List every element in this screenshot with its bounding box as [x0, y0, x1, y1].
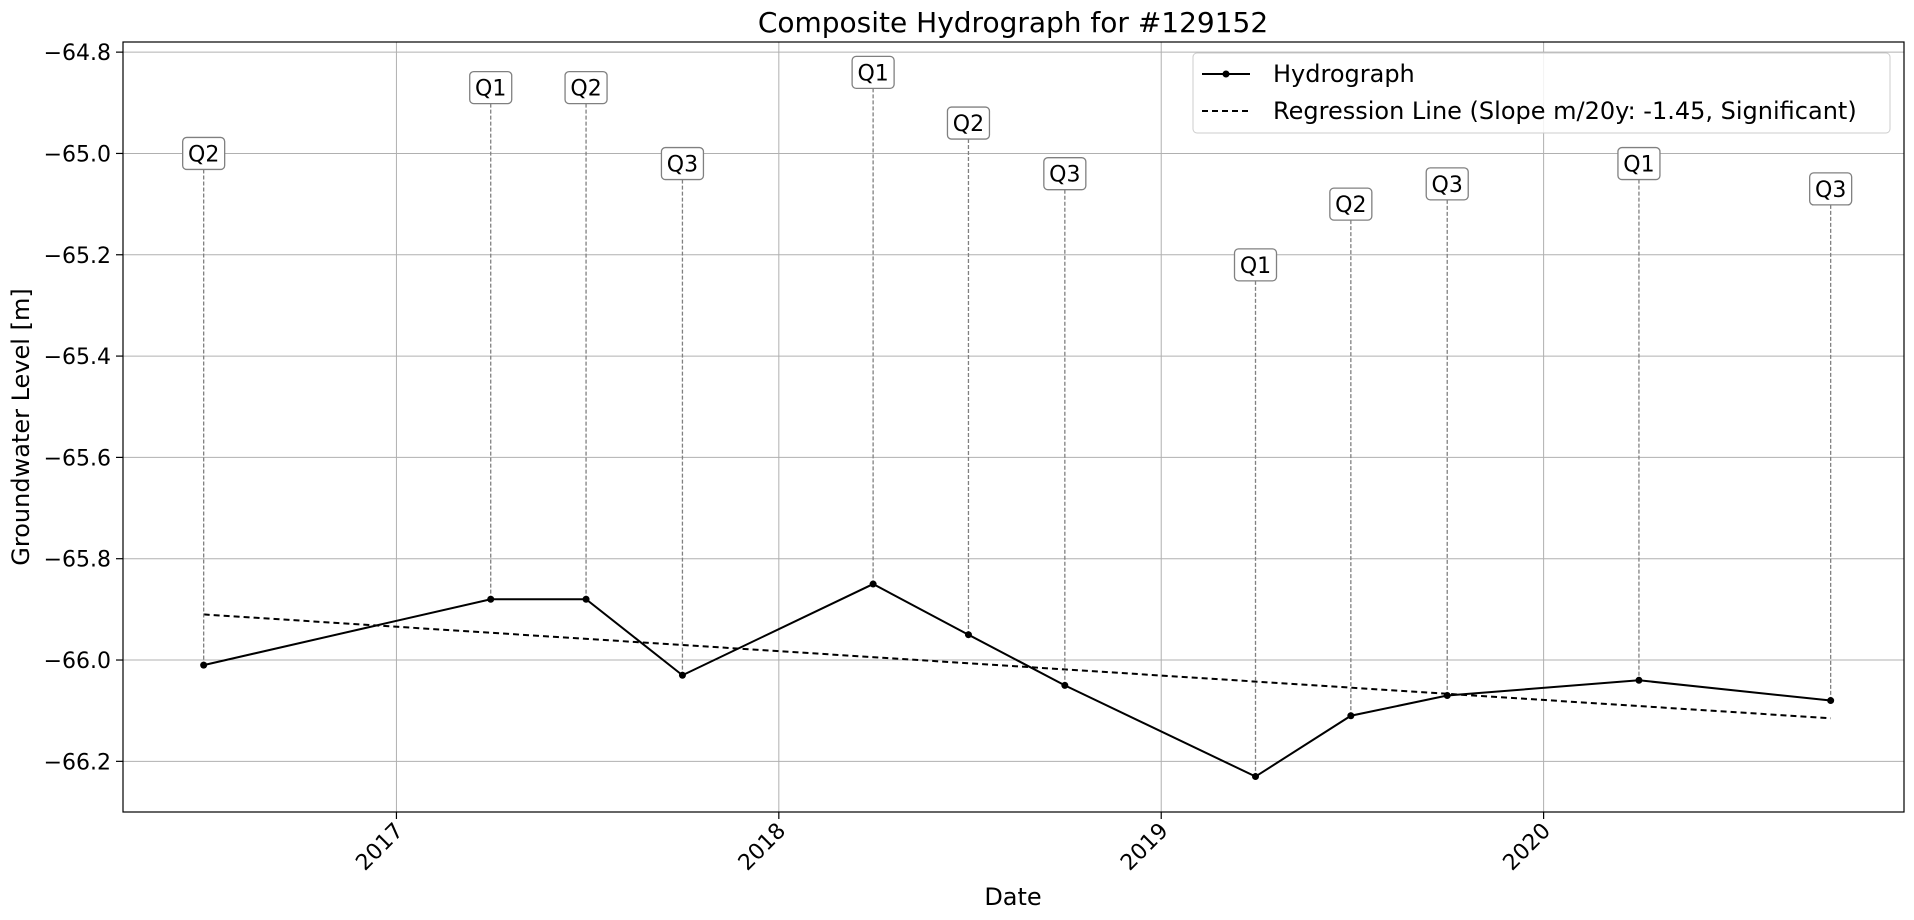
annotation-label: Q2 — [1335, 193, 1366, 218]
legend-hydrograph-marker — [1222, 70, 1230, 78]
annotation-box — [1617, 146, 1661, 181]
x-axis-label: Date — [984, 883, 1041, 911]
hydrograph-point — [1347, 712, 1355, 720]
y-axis-label: Groundwater Level [m] — [7, 288, 35, 565]
legend-regression-label: Regression Line (Slope m/20y: -1.45, Sig… — [1273, 97, 1857, 125]
annotation-label: Q3 — [1815, 178, 1846, 203]
annotation-label: Q2 — [953, 112, 984, 137]
hydrograph-line — [203, 582, 1831, 778]
legend: Hydrograph Regression Line (Slope m/20y:… — [1192, 52, 1891, 134]
y-tick-label: −66.0 — [44, 649, 111, 674]
annotation-label: Q2 — [570, 77, 601, 102]
hydrograph-point — [964, 631, 972, 639]
y-tick-label: −65.4 — [44, 345, 111, 370]
annotation-label: Q3 — [1432, 173, 1463, 198]
regression-line — [203, 613, 1831, 720]
hydrograph-point — [200, 661, 208, 669]
hydrograph-point — [678, 671, 686, 679]
y-tick-label: −65.2 — [44, 244, 111, 269]
hydrograph-point — [1635, 676, 1643, 684]
annotation-box — [1329, 187, 1373, 221]
annotation-label: Q2 — [188, 142, 219, 167]
annotation-box — [564, 70, 608, 105]
annotation-box — [182, 136, 226, 171]
hydrograph-point — [487, 595, 495, 603]
legend-hydrograph-label: Hydrograph — [1273, 60, 1415, 88]
annotation-connectors — [203, 88, 1832, 777]
y-tick-label: −64.8 — [44, 41, 111, 66]
regression-line-series — [203, 613, 1831, 720]
annotation-box — [851, 55, 895, 90]
annotation-label: Q1 — [857, 61, 888, 86]
y-tick-label: −65.8 — [44, 548, 111, 573]
annotation-label: Q3 — [1049, 163, 1080, 188]
y-tick-label: −65.6 — [44, 446, 111, 471]
annotation-box — [1809, 172, 1853, 206]
annotation-box — [469, 70, 513, 105]
hydrograph-point — [1252, 773, 1260, 781]
annotation-label: Q1 — [1623, 153, 1654, 178]
quarter-annotations: Q2 Q1 Q2 Q3 Q1 Q2 Q3 Q1 Q2 Q3 Q1 Q3 — [182, 55, 1853, 282]
annotation-box — [660, 146, 705, 181]
hydrograph-point — [582, 595, 590, 603]
hydrograph-point — [1827, 697, 1835, 705]
annotation-box — [1425, 167, 1469, 201]
legend-box — [1192, 52, 1891, 134]
annotation-label: Q1 — [1240, 254, 1271, 279]
plot-area-frame — [122, 41, 1905, 813]
grid-lines — [123, 42, 1904, 812]
hydrograph-point — [1443, 691, 1451, 699]
annotation-label: Q3 — [667, 153, 698, 178]
annotation-box — [1043, 157, 1087, 191]
chart-title: Composite Hydrograph for #129152 — [758, 6, 1268, 39]
annotation-box — [946, 106, 991, 140]
annotation-box — [1233, 248, 1278, 282]
y-tick-label: −66.2 — [44, 750, 111, 775]
hydrograph-point — [1061, 681, 1069, 689]
annotation-label: Q1 — [475, 77, 506, 102]
y-tick-label: −65.0 — [44, 142, 111, 167]
hydrograph-series — [200, 580, 1835, 781]
hydrograph-point — [869, 580, 877, 588]
